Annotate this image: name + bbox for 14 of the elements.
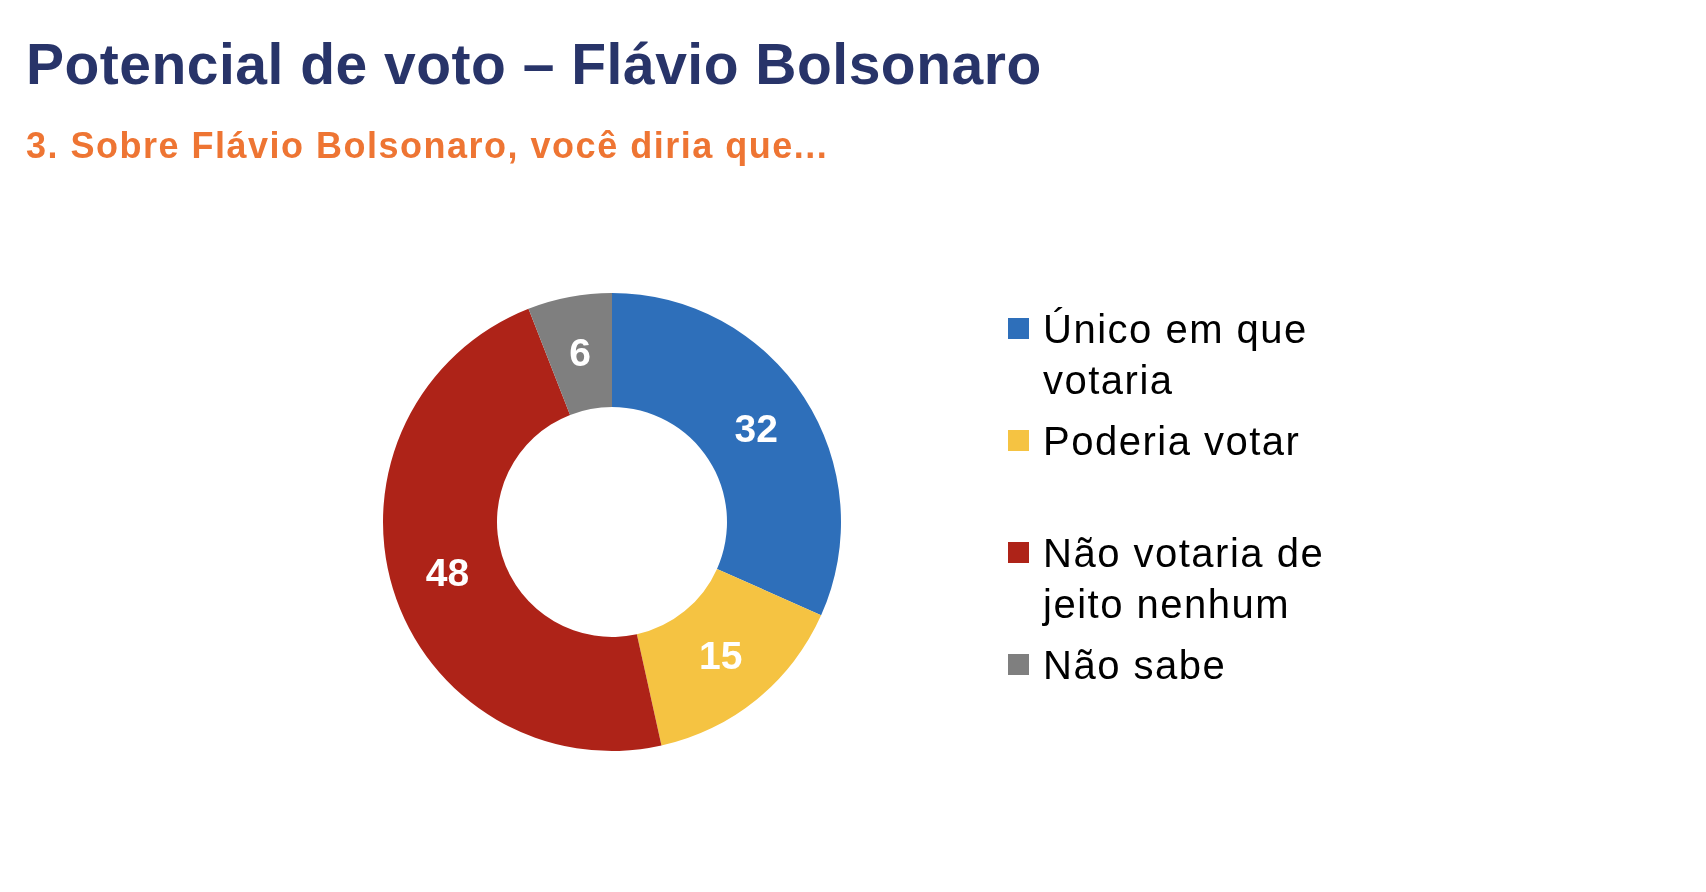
legend-label: Não votaria de jeito nenhum [1042,531,1325,626]
chart-subtitle: 3. Sobre Flávio Bolsonaro, você diria que... [26,125,829,166]
legend-label: Não sabe [1043,643,1227,687]
donut-slice [612,293,841,616]
data-label: 48 [425,550,470,594]
data-label: 6 [569,331,591,375]
data-label: 15 [699,633,743,677]
donut-slice [383,308,662,751]
donut-slice [636,568,822,746]
legend-label: Poderia votar [1043,419,1301,463]
data-label: 32 [734,406,778,450]
legend-label: Único em que votaria [1043,307,1308,402]
donut-slice [528,293,612,415]
chart-title: Potencial de voto – Flávio Bolsonaro [26,32,1042,96]
